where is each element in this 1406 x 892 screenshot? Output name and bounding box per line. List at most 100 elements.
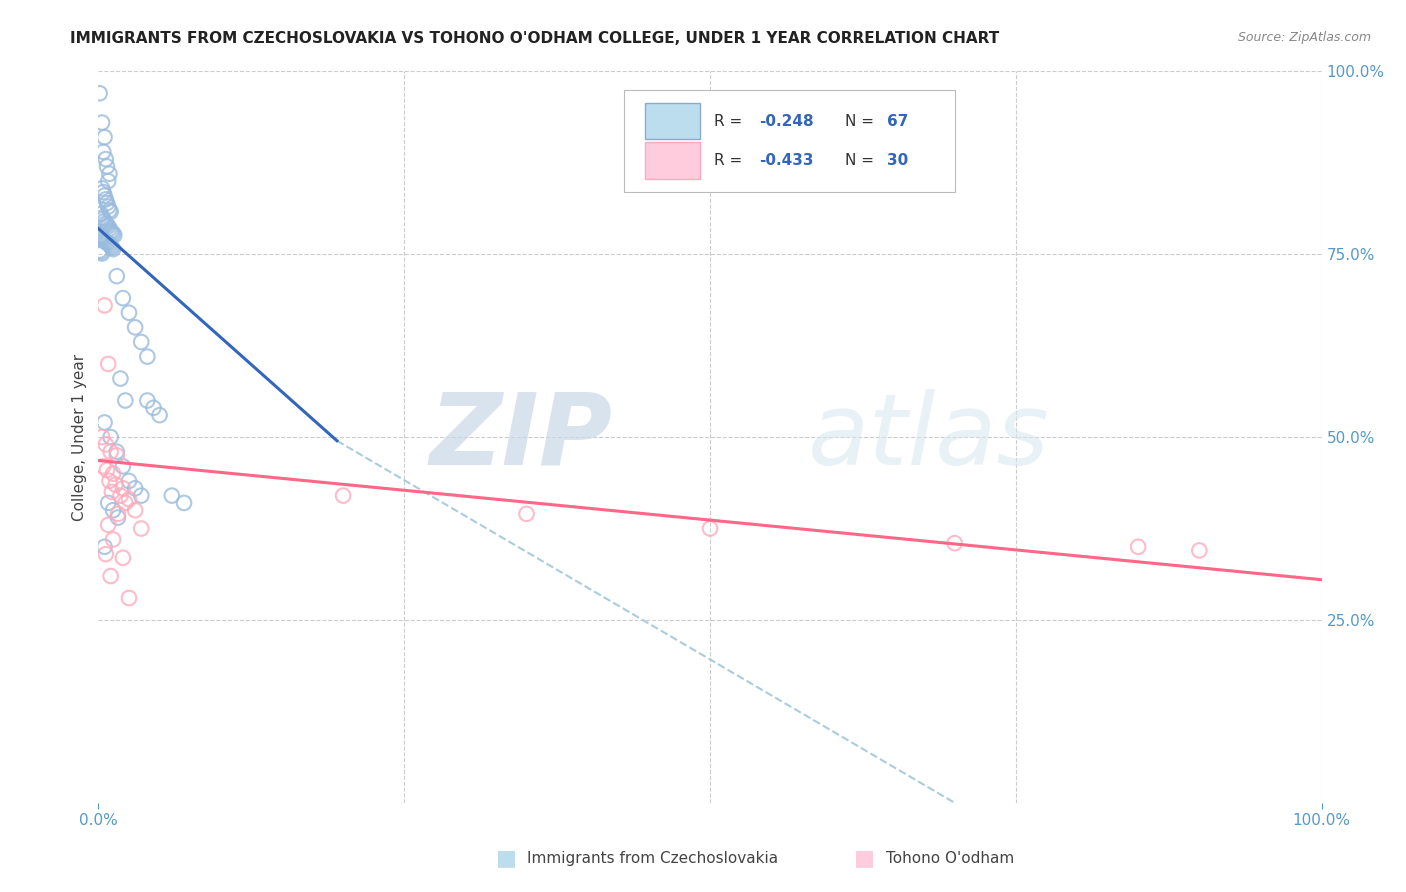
Text: ZIP: ZIP bbox=[429, 389, 612, 485]
Text: atlas: atlas bbox=[808, 389, 1049, 485]
Text: -0.433: -0.433 bbox=[759, 153, 814, 168]
Point bbox=[124, 503, 146, 517]
Point bbox=[93, 540, 115, 554]
Point bbox=[91, 212, 114, 227]
Point bbox=[110, 489, 132, 503]
Text: R =: R = bbox=[714, 113, 747, 128]
Point bbox=[173, 496, 195, 510]
Point bbox=[94, 217, 117, 231]
Point bbox=[118, 492, 141, 507]
Point bbox=[160, 489, 183, 503]
Point bbox=[101, 241, 124, 255]
Text: N =: N = bbox=[845, 113, 879, 128]
Text: ■: ■ bbox=[496, 848, 516, 868]
Point bbox=[1128, 540, 1150, 554]
Point bbox=[90, 230, 112, 244]
Point bbox=[89, 87, 111, 101]
Point bbox=[100, 224, 122, 238]
Point bbox=[89, 228, 111, 243]
Point bbox=[97, 219, 120, 234]
Point bbox=[118, 591, 141, 605]
Point bbox=[90, 245, 112, 260]
Point bbox=[107, 510, 129, 524]
Point bbox=[124, 481, 146, 495]
Point bbox=[111, 291, 134, 305]
Point bbox=[93, 130, 115, 145]
Point bbox=[129, 334, 152, 349]
Point bbox=[114, 496, 136, 510]
Point bbox=[97, 174, 120, 188]
Point bbox=[91, 232, 114, 246]
Point bbox=[96, 235, 118, 250]
Text: ■: ■ bbox=[855, 848, 875, 868]
Point bbox=[94, 235, 117, 249]
Point bbox=[98, 237, 121, 252]
Point bbox=[107, 507, 129, 521]
Point bbox=[111, 459, 134, 474]
Point bbox=[91, 181, 114, 195]
Point bbox=[136, 393, 159, 408]
Point bbox=[118, 474, 141, 488]
Point bbox=[96, 160, 118, 174]
Text: 67: 67 bbox=[887, 113, 908, 128]
Point bbox=[100, 430, 122, 444]
Point bbox=[104, 477, 127, 491]
Point bbox=[93, 234, 115, 248]
Point bbox=[100, 569, 122, 583]
Point bbox=[97, 236, 120, 251]
Y-axis label: College, Under 1 year: College, Under 1 year bbox=[72, 353, 87, 521]
Point bbox=[91, 233, 114, 247]
Point bbox=[136, 350, 159, 364]
Point bbox=[332, 489, 354, 503]
Text: Immigrants from Czechoslovakia: Immigrants from Czechoslovakia bbox=[527, 851, 779, 865]
Bar bbox=[645, 103, 700, 139]
Point bbox=[101, 533, 124, 547]
Point bbox=[98, 203, 121, 218]
Point bbox=[101, 242, 124, 256]
FancyBboxPatch shape bbox=[624, 90, 955, 192]
Point bbox=[149, 408, 172, 422]
Point bbox=[91, 430, 114, 444]
Point bbox=[91, 115, 114, 129]
Text: -0.248: -0.248 bbox=[759, 113, 814, 128]
Point bbox=[93, 298, 115, 312]
Point bbox=[97, 517, 120, 532]
Point bbox=[94, 437, 117, 451]
Point bbox=[96, 463, 118, 477]
Point bbox=[943, 536, 966, 550]
Text: Tohono O'odham: Tohono O'odham bbox=[886, 851, 1014, 865]
Point bbox=[100, 204, 122, 219]
Point bbox=[111, 550, 134, 565]
Point bbox=[515, 507, 537, 521]
Point bbox=[97, 200, 120, 214]
Point bbox=[91, 185, 114, 199]
Point bbox=[97, 357, 120, 371]
Text: 30: 30 bbox=[887, 153, 908, 168]
Point bbox=[94, 193, 117, 207]
Text: R =: R = bbox=[714, 153, 747, 168]
Point bbox=[101, 227, 124, 241]
Bar bbox=[645, 143, 700, 179]
Point bbox=[124, 320, 146, 334]
Point bbox=[114, 393, 136, 408]
Point bbox=[97, 496, 120, 510]
Point bbox=[118, 306, 141, 320]
Point bbox=[96, 218, 118, 232]
Point bbox=[142, 401, 165, 415]
Point bbox=[101, 225, 124, 239]
Point bbox=[91, 145, 114, 159]
Point bbox=[93, 416, 115, 430]
Point bbox=[91, 459, 114, 474]
Point bbox=[94, 547, 117, 561]
Point bbox=[91, 246, 114, 260]
Text: IMMIGRANTS FROM CZECHOSLOVAKIA VS TOHONO O'ODHAM COLLEGE, UNDER 1 YEAR CORRELATI: IMMIGRANTS FROM CZECHOSLOVAKIA VS TOHONO… bbox=[70, 31, 1000, 46]
Text: Source: ZipAtlas.com: Source: ZipAtlas.com bbox=[1237, 31, 1371, 45]
Point bbox=[1188, 543, 1211, 558]
Point bbox=[98, 221, 121, 235]
Point bbox=[96, 196, 118, 211]
Point bbox=[98, 474, 121, 488]
Point bbox=[101, 467, 124, 481]
Point bbox=[129, 521, 152, 535]
Point bbox=[100, 444, 122, 458]
Point bbox=[100, 239, 122, 253]
